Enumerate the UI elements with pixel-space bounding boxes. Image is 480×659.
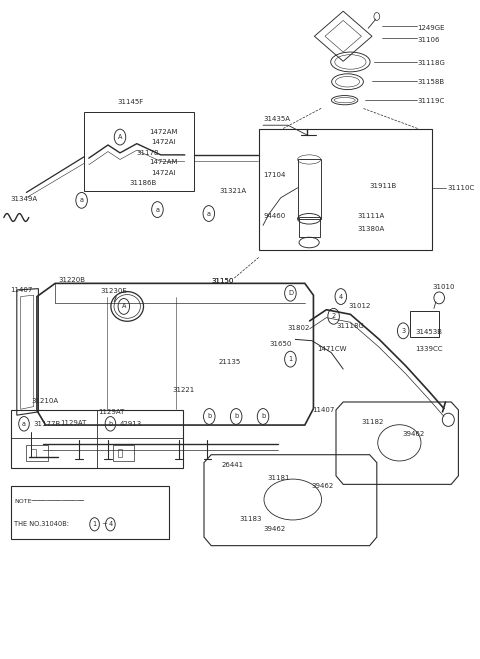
- Text: 31321A: 31321A: [220, 188, 247, 194]
- Bar: [31, 449, 36, 457]
- Text: b: b: [261, 413, 265, 420]
- Text: 31453B: 31453B: [415, 329, 442, 335]
- Text: 17104: 17104: [263, 172, 286, 179]
- Bar: [84, 112, 194, 191]
- Text: 31186B: 31186B: [130, 180, 157, 186]
- Text: a: a: [80, 197, 84, 204]
- Text: 1472AI: 1472AI: [151, 169, 176, 176]
- Bar: [259, 129, 432, 250]
- Text: 31118G: 31118G: [336, 323, 364, 330]
- Text: 31802: 31802: [287, 325, 310, 331]
- Text: b: b: [234, 413, 238, 420]
- Text: 1129AT: 1129AT: [98, 409, 125, 415]
- Text: 1472AM: 1472AM: [149, 129, 177, 135]
- Text: 1129AT: 1129AT: [60, 420, 86, 426]
- Text: THE NO.31040B:: THE NO.31040B:: [14, 521, 70, 527]
- Bar: [113, 445, 134, 461]
- Text: 42913: 42913: [120, 421, 142, 427]
- Text: 3: 3: [401, 328, 405, 334]
- Text: 39462: 39462: [402, 430, 424, 437]
- Text: 31106: 31106: [418, 36, 440, 43]
- Text: 11407: 11407: [312, 407, 335, 413]
- Text: a: a: [22, 421, 26, 427]
- Text: 31119C: 31119C: [418, 98, 445, 104]
- Text: a: a: [156, 206, 159, 213]
- Text: 31010: 31010: [432, 283, 455, 290]
- Text: 4: 4: [339, 293, 343, 300]
- Text: 31145F: 31145F: [118, 99, 144, 105]
- Bar: [118, 449, 122, 457]
- Text: 31150: 31150: [211, 277, 234, 284]
- Text: 31150: 31150: [211, 277, 234, 284]
- Text: 31435A: 31435A: [263, 115, 290, 122]
- Text: D: D: [288, 290, 293, 297]
- Bar: [26, 445, 48, 461]
- Text: 31380A: 31380A: [358, 226, 385, 233]
- Text: 1472AM: 1472AM: [149, 159, 177, 165]
- Text: 31221: 31221: [173, 387, 195, 393]
- Bar: [11, 486, 169, 539]
- Text: 1: 1: [288, 356, 292, 362]
- Text: 11407: 11407: [11, 287, 33, 293]
- Text: 31182: 31182: [361, 418, 384, 425]
- Text: b: b: [108, 421, 112, 427]
- Text: 94460: 94460: [263, 213, 285, 219]
- Text: 21135: 21135: [218, 359, 240, 366]
- Text: a: a: [207, 210, 211, 217]
- Text: 31183: 31183: [239, 515, 262, 522]
- Text: 1339CC: 1339CC: [415, 346, 443, 353]
- Text: 31911B: 31911B: [370, 183, 397, 189]
- Text: NOTE──────────────: NOTE──────────────: [14, 499, 84, 503]
- Text: 31220B: 31220B: [59, 277, 85, 283]
- Text: 1249GE: 1249GE: [418, 24, 445, 31]
- Text: 1: 1: [93, 521, 96, 527]
- Text: 31650: 31650: [270, 341, 292, 347]
- Text: 31230E: 31230E: [101, 288, 128, 295]
- Text: 31178: 31178: [137, 150, 159, 156]
- Text: A: A: [121, 303, 126, 310]
- Text: 31158B: 31158B: [418, 79, 445, 86]
- Text: 31181: 31181: [268, 474, 290, 481]
- Text: 31177B: 31177B: [34, 421, 61, 427]
- Text: b: b: [207, 413, 211, 420]
- Text: 1471CW: 1471CW: [317, 346, 346, 353]
- Text: 2: 2: [332, 313, 336, 320]
- Bar: [299, 217, 320, 237]
- Text: 1472AI: 1472AI: [151, 139, 176, 146]
- Bar: [11, 410, 183, 468]
- Text: 31110C: 31110C: [447, 185, 475, 191]
- Text: A: A: [118, 134, 122, 140]
- Text: ~: ~: [101, 521, 107, 527]
- Text: 39462: 39462: [263, 525, 285, 532]
- Text: 26441: 26441: [222, 461, 244, 468]
- Text: 39462: 39462: [311, 483, 333, 490]
- Text: 31111A: 31111A: [358, 213, 385, 219]
- Bar: [410, 311, 439, 337]
- Text: 31210A: 31210A: [31, 397, 59, 404]
- Text: 31349A: 31349A: [11, 196, 38, 202]
- Text: 31012: 31012: [348, 302, 371, 309]
- Text: 4: 4: [108, 521, 112, 527]
- Bar: [298, 159, 321, 219]
- Text: 31118G: 31118G: [418, 60, 445, 67]
